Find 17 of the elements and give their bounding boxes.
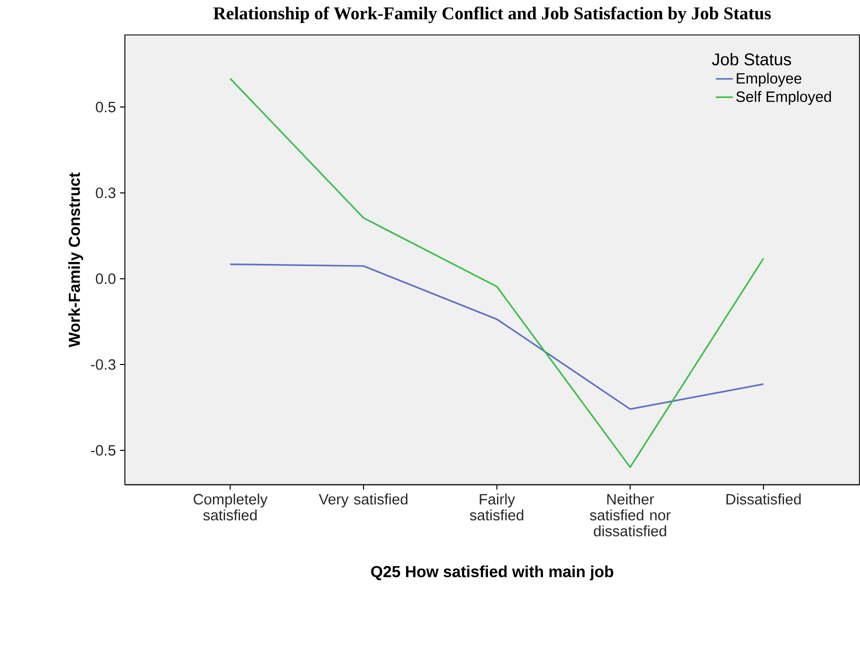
y-tick-label: -0.5 — [90, 445, 116, 456]
chart-title: Relationship of Work-Family Conflict and Job Satisfaction by Job Status — [213, 6, 771, 24]
y-tick-label: 0.0 — [96, 274, 116, 284]
x-tick-label: Very satisfied — [318, 494, 408, 508]
y-axis-title: Work-Family Construct — [68, 172, 84, 348]
y-tick-label: 0.3 — [96, 188, 116, 198]
y-tick-label: 0.5 — [96, 102, 116, 113]
legend-label: Self Employed — [736, 91, 831, 106]
x-tick-label: Fairly satisfied — [470, 494, 524, 521]
x-axis-title: Q25 How satisfied with main job — [371, 566, 614, 581]
x-tick-label: Dissatisfied — [726, 494, 801, 505]
legend-label: Employee — [736, 72, 802, 87]
line-series — [229, 264, 764, 410]
x-tick-label: Completely satisfied — [194, 494, 268, 521]
y-tick-label: -0.3 — [90, 359, 116, 370]
x-tick-label: Neither satisfied nor dissatisfied — [590, 494, 671, 537]
legend-title: Job Status — [712, 53, 792, 66]
